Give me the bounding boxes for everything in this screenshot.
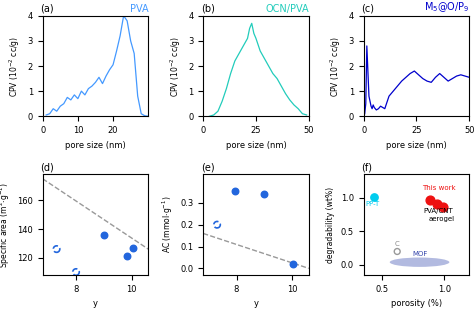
Y-axis label: AC (mmol$\cdot$g$^{-1}$): AC (mmol$\cdot$g$^{-1}$) bbox=[160, 196, 174, 253]
Text: M$_5$@O/P$_9$: M$_5$@O/P$_9$ bbox=[424, 0, 469, 14]
Point bbox=[261, 191, 268, 197]
X-axis label: pore size (nm): pore size (nm) bbox=[65, 141, 126, 149]
Point bbox=[393, 249, 401, 254]
Point bbox=[231, 188, 239, 193]
X-axis label: y: y bbox=[254, 299, 258, 308]
Point bbox=[439, 205, 447, 210]
Ellipse shape bbox=[390, 258, 449, 267]
Text: OCN/PVA: OCN/PVA bbox=[265, 4, 309, 14]
Text: MOF: MOF bbox=[412, 251, 428, 257]
X-axis label: y: y bbox=[93, 299, 98, 308]
Point bbox=[370, 194, 377, 199]
Text: (d): (d) bbox=[41, 162, 55, 173]
Text: (b): (b) bbox=[201, 4, 215, 14]
Text: (c): (c) bbox=[362, 4, 374, 14]
Point bbox=[124, 254, 131, 259]
Y-axis label: CPV ($10^{-2}$ cc/g): CPV ($10^{-2}$ cc/g) bbox=[168, 35, 182, 96]
Point bbox=[72, 270, 80, 275]
Point bbox=[213, 222, 221, 227]
Y-axis label: Specific area (m$^2$$\cdot$g$^{-1}$): Specific area (m$^2$$\cdot$g$^{-1}$) bbox=[0, 182, 11, 268]
Y-axis label: CPV ($10^{-2}$ cc/g): CPV ($10^{-2}$ cc/g) bbox=[328, 35, 343, 96]
X-axis label: pore size (nm): pore size (nm) bbox=[386, 141, 447, 149]
Text: (f): (f) bbox=[362, 162, 373, 173]
Text: (a): (a) bbox=[41, 4, 54, 14]
Text: PP-T: PP-T bbox=[365, 201, 379, 207]
Text: PVA/CNT: PVA/CNT bbox=[423, 208, 453, 214]
Text: aerogel: aerogel bbox=[428, 216, 455, 222]
Point bbox=[426, 198, 433, 203]
Text: (e): (e) bbox=[201, 162, 215, 173]
Point bbox=[433, 201, 441, 206]
Text: This work: This work bbox=[422, 185, 456, 191]
Point bbox=[100, 232, 108, 237]
Text: C: C bbox=[395, 241, 400, 247]
Point bbox=[53, 246, 60, 252]
Y-axis label: degradability (wt%): degradability (wt%) bbox=[326, 187, 335, 263]
Text: PVA: PVA bbox=[129, 4, 148, 14]
X-axis label: pore size (nm): pore size (nm) bbox=[226, 141, 286, 149]
Point bbox=[129, 245, 137, 250]
Point bbox=[290, 261, 297, 266]
X-axis label: porosity (%): porosity (%) bbox=[391, 299, 442, 308]
Y-axis label: CPV ($10^{-2}$ cc/g): CPV ($10^{-2}$ cc/g) bbox=[8, 35, 22, 96]
